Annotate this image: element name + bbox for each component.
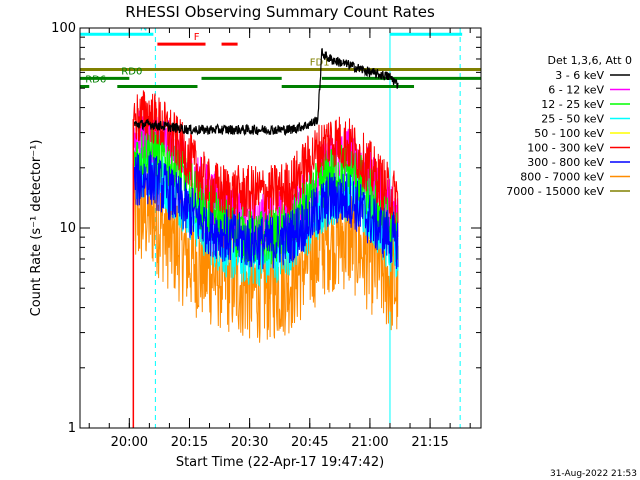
legend-header: Det 1,3,6, Att 0: [548, 54, 632, 67]
series-line-7: [132, 160, 399, 343]
series-line-0: [132, 48, 399, 137]
series-line-5: [132, 90, 399, 224]
legend-label: 800 - 7000 keV: [520, 171, 604, 184]
legend-label: 50 - 100 keV: [534, 127, 604, 140]
axes: 1 10 100 20:00 20:15 20:30 20:45 21:00 21:15: [51, 21, 482, 450]
x-tick-label: 20:30: [231, 435, 268, 450]
footer-timestamp: 31-Aug-2022 21:53: [550, 469, 637, 479]
legend-label: 300 - 800 keV: [527, 156, 604, 169]
legend-label: 25 - 50 keV: [541, 113, 604, 126]
y-axis-label: Count Rate (s⁻¹ detector⁻¹): [29, 140, 44, 317]
legend-label: 3 - 6 keV: [555, 69, 604, 82]
flag-label-f: F: [194, 32, 200, 43]
legend-label: 12 - 25 keV: [541, 98, 604, 111]
flag-label-rd0: RD0: [121, 66, 142, 77]
x-axis-label: Start Time (22-Apr-17 19:47:42): [176, 455, 384, 470]
x-tick-label: 20:45: [291, 435, 328, 450]
series-line-6: [132, 151, 399, 270]
flag-label-n: N: [140, 22, 147, 33]
legend-label: 100 - 300 keV: [527, 142, 604, 155]
y-tick-label: 1: [68, 421, 76, 436]
flag-label-fd1: FD1: [310, 58, 330, 69]
chart-title: RHESSI Observing Summary Count Rates: [125, 3, 435, 21]
y-tick-label: 100: [51, 21, 76, 36]
legend-label: 6 - 12 keV: [548, 84, 604, 97]
flag-label-rd6: RD6: [85, 74, 106, 85]
legend-label: 7000 - 15000 keV: [506, 185, 604, 198]
x-tick-label: 21:15: [411, 435, 448, 450]
x-tick-label: 21:00: [351, 435, 388, 450]
y-tick-label: 10: [59, 221, 76, 236]
x-tick-label: 20:15: [171, 435, 208, 450]
x-tick-label: 20:00: [111, 435, 148, 450]
